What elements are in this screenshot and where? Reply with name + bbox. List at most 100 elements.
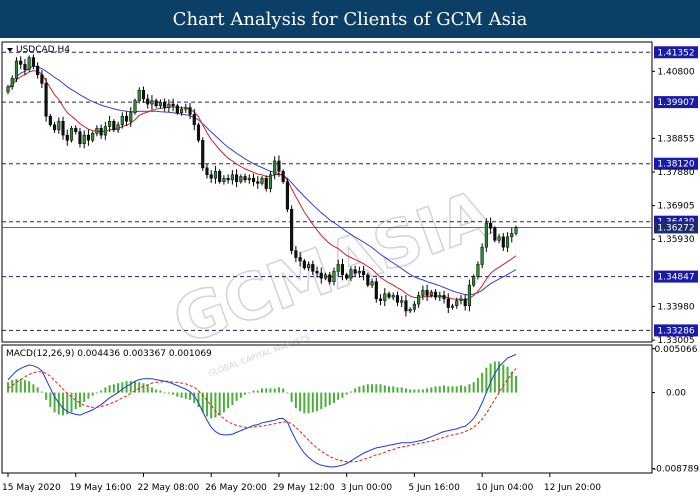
candle xyxy=(57,117,61,134)
candle xyxy=(256,176,260,189)
macd-histogram-bar xyxy=(36,387,39,393)
candle xyxy=(505,232,510,252)
macd-histogram-bar xyxy=(443,385,446,393)
macd-histogram-bar xyxy=(324,392,327,408)
candle xyxy=(192,108,196,131)
candle xyxy=(40,70,44,89)
bear-candle-body xyxy=(251,177,256,182)
macd-histogram-bar xyxy=(320,392,323,410)
macd-histogram-bar xyxy=(7,382,9,393)
macd-histogram-bar xyxy=(142,383,145,393)
macd-histogram-bar xyxy=(28,381,31,393)
candle xyxy=(319,267,323,284)
candle xyxy=(429,289,433,298)
bull-candle-body xyxy=(69,127,74,141)
candle xyxy=(298,252,302,267)
macd-histogram-bar xyxy=(485,367,488,393)
candle xyxy=(387,291,391,300)
level-tag xyxy=(654,324,698,337)
price-tick-label: 1.35930 xyxy=(657,235,694,245)
macd-histogram-bar xyxy=(328,392,331,406)
candle xyxy=(129,107,133,127)
macd-histogram-bar xyxy=(371,384,374,393)
bear-candle-body xyxy=(374,281,378,300)
candle xyxy=(328,271,332,285)
bear-candle-body xyxy=(463,298,467,307)
price-tick-label: 1.33980 xyxy=(657,302,694,312)
bear-candle-body xyxy=(40,74,44,84)
candle xyxy=(78,127,82,148)
macd-histogram-bar xyxy=(184,392,187,399)
bear-candle-body xyxy=(196,124,201,141)
candle xyxy=(222,175,226,185)
candle xyxy=(476,261,480,280)
candle xyxy=(99,124,103,139)
bull-candle-body xyxy=(357,271,361,274)
bear-candle-body xyxy=(285,181,289,210)
bear-candle-body xyxy=(366,274,370,286)
macd-histogram-bar xyxy=(413,389,416,393)
bull-candle-body xyxy=(133,100,137,113)
bear-candle-body xyxy=(315,271,319,274)
time-tick-label: 10 Jun 04:00 xyxy=(476,483,533,493)
candle xyxy=(116,121,120,133)
macd-histogram-bar xyxy=(193,392,196,403)
macd-histogram-bar xyxy=(235,392,238,401)
chart-banner-title: Chart Analysis for Clients of GCM Asia xyxy=(0,0,700,38)
bull-candle-body xyxy=(336,264,340,272)
macd-histogram-bar xyxy=(74,392,77,410)
candle xyxy=(6,84,10,95)
bear-candle-body xyxy=(277,160,281,172)
bull-candle-body xyxy=(505,236,510,248)
candle xyxy=(163,98,167,112)
time-tick-label: 22 May 08:00 xyxy=(137,483,199,493)
bull-candle-body xyxy=(95,127,99,134)
macd-histogram-bar xyxy=(472,382,475,393)
macd-histogram-bar xyxy=(366,384,369,393)
macd-histogram-bar xyxy=(70,392,73,413)
bear-candle-body xyxy=(256,181,260,184)
macd-histogram-bar xyxy=(129,381,132,393)
bear-candle-body xyxy=(188,107,192,115)
candle xyxy=(14,57,19,82)
bull-candle-body xyxy=(158,102,162,107)
macd-histogram-bar xyxy=(201,392,204,413)
candle xyxy=(281,169,285,184)
candle xyxy=(345,272,349,281)
macd-histogram-bar xyxy=(498,361,501,393)
bull-candle-body xyxy=(459,298,463,301)
bear-candle-body xyxy=(243,176,247,181)
macd-histogram-bar xyxy=(294,392,297,409)
macd-histogram-bar xyxy=(421,389,424,393)
bear-candle-body xyxy=(61,121,65,136)
macd-histogram-bar xyxy=(239,392,242,398)
candle xyxy=(450,303,455,310)
price-tick-label: 1.37880 xyxy=(657,168,694,178)
bull-candle-body xyxy=(476,264,480,277)
macd-histogram-bar xyxy=(189,392,192,400)
candle xyxy=(158,99,162,109)
bear-candle-body xyxy=(205,167,209,176)
macd-histogram-bar xyxy=(269,388,272,393)
bear-candle-body xyxy=(163,102,167,108)
bull-candle-body xyxy=(400,300,404,303)
macd-histogram-bar xyxy=(438,386,441,393)
candle xyxy=(434,289,438,301)
bear-candle-body xyxy=(154,100,158,107)
candle xyxy=(120,112,124,129)
macd-histogram-bar xyxy=(383,385,386,393)
level-tag-label: 1.39907 xyxy=(657,98,694,108)
candle xyxy=(188,102,192,120)
bull-candle-body xyxy=(480,246,484,265)
macd-histogram-bar xyxy=(459,385,462,393)
candle xyxy=(31,54,35,70)
bull-candle-body xyxy=(27,57,31,70)
macd-histogram-bar xyxy=(112,384,115,393)
candle xyxy=(53,121,57,133)
bear-candle-body xyxy=(425,290,429,296)
candle xyxy=(268,170,273,193)
macd-histogram-bar xyxy=(273,388,276,393)
macd-histogram-bar xyxy=(464,386,467,393)
macd-histogram-bar xyxy=(91,392,94,396)
macd-histogram-bar xyxy=(345,392,348,395)
